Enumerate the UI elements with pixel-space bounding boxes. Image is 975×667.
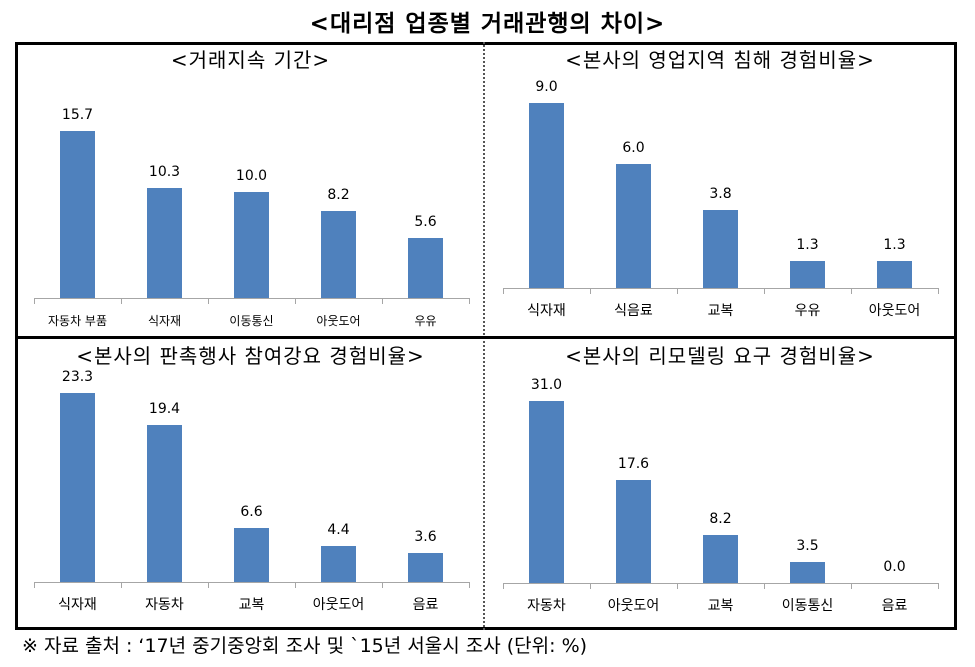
data-label: 9.0 — [535, 79, 558, 95]
bar — [234, 528, 269, 582]
data-label: 1.3 — [796, 237, 819, 253]
x-axis — [34, 298, 469, 299]
category-label: 자동차 — [527, 598, 566, 614]
data-label: 4.4 — [327, 522, 350, 538]
axis-tick — [590, 288, 591, 294]
bar — [703, 210, 738, 288]
axis-tick — [764, 288, 765, 294]
axis-tick — [590, 583, 591, 589]
axis-tick — [295, 582, 296, 588]
axis-tick — [677, 583, 678, 589]
data-label: 5.6 — [414, 214, 437, 230]
bar — [234, 192, 269, 298]
bar — [408, 238, 443, 298]
x-axis — [503, 288, 938, 289]
bar — [616, 164, 651, 288]
axis-tick — [34, 298, 35, 304]
data-label: 6.0 — [622, 140, 645, 156]
category-label: 이동통신 — [781, 598, 834, 614]
data-label: 0.0 — [883, 559, 906, 575]
x-axis — [34, 582, 469, 583]
category-label: 아웃도어 — [607, 598, 660, 614]
category-label: 자동차 부품 — [47, 314, 107, 328]
axis-tick — [382, 298, 383, 304]
category-label: 우유 — [794, 303, 821, 319]
bar — [616, 480, 651, 583]
axis-tick — [851, 288, 852, 294]
bar — [147, 425, 182, 582]
data-label: 3.8 — [709, 186, 732, 202]
data-label: 6.6 — [240, 504, 263, 520]
axis-tick — [469, 298, 470, 304]
data-label: 1.3 — [883, 237, 906, 253]
axis-tick — [503, 583, 504, 589]
axis-tick — [764, 583, 765, 589]
source-footnote: ※ 자료 출처 : ‘17년 중기중앙회 조사 및 `15년 서울시 조사 (단… — [22, 635, 588, 657]
bar — [60, 393, 95, 582]
bar — [408, 553, 443, 582]
data-label: 15.7 — [61, 107, 94, 123]
axis-tick — [503, 288, 504, 294]
axis-tick — [208, 298, 209, 304]
data-label: 19.4 — [148, 401, 181, 417]
axis-tick — [677, 288, 678, 294]
category-label: 식자재 — [527, 303, 566, 319]
axis-tick — [121, 582, 122, 588]
axis-tick — [208, 582, 209, 588]
category-label: 자동차 — [145, 597, 184, 613]
data-label: 10.0 — [235, 168, 268, 184]
category-label: 교복 — [707, 303, 734, 319]
data-label: 31.0 — [530, 377, 563, 393]
category-label: 교복 — [707, 598, 734, 614]
axis-tick — [938, 288, 939, 294]
bar — [529, 103, 564, 288]
bar — [529, 401, 564, 583]
axis-tick — [295, 298, 296, 304]
category-label: 이동통신 — [229, 314, 274, 328]
bar — [147, 188, 182, 298]
category-label: 식자재 — [58, 597, 97, 613]
axis-tick — [938, 583, 939, 589]
category-label: 음료 — [881, 598, 908, 614]
data-label: 23.3 — [61, 369, 94, 385]
category-label: 아웃도어 — [316, 314, 361, 328]
axis-tick — [469, 582, 470, 588]
bar — [790, 261, 825, 288]
bar — [703, 535, 738, 583]
bar — [877, 261, 912, 288]
bar — [321, 211, 356, 298]
data-label: 10.3 — [148, 164, 181, 180]
axis-tick — [34, 582, 35, 588]
data-label: 3.5 — [796, 538, 819, 554]
category-label: 교복 — [238, 597, 265, 613]
category-label: 아웃도어 — [312, 597, 365, 613]
category-label: 우유 — [414, 314, 437, 328]
data-label: 17.6 — [617, 456, 650, 472]
main-title: <대리점 업종별 거래관행의 차이> — [309, 11, 666, 37]
data-label: 8.2 — [709, 511, 732, 527]
category-label: 식자재 — [147, 314, 182, 328]
bar — [60, 131, 95, 298]
axis-tick — [382, 582, 383, 588]
category-label: 아웃도어 — [868, 303, 921, 319]
horizontal-divider — [15, 336, 957, 339]
data-label: 3.6 — [414, 529, 437, 545]
axis-tick — [121, 298, 122, 304]
axis-tick — [851, 583, 852, 589]
category-label: 식음료 — [614, 303, 653, 319]
category-label: 음료 — [412, 597, 439, 613]
chart-title: <거래지속 기간> — [170, 48, 331, 72]
chart-title: <본사의 판촉행사 참여강요 경험비율> — [76, 344, 425, 368]
bar — [321, 546, 356, 582]
bar — [790, 562, 825, 583]
chart-title: <본사의 영업지역 침해 경험비율> — [565, 48, 875, 72]
data-label: 8.2 — [327, 187, 350, 203]
chart-title: <본사의 리모델링 요구 경험비율> — [565, 344, 875, 368]
x-axis — [503, 583, 938, 584]
